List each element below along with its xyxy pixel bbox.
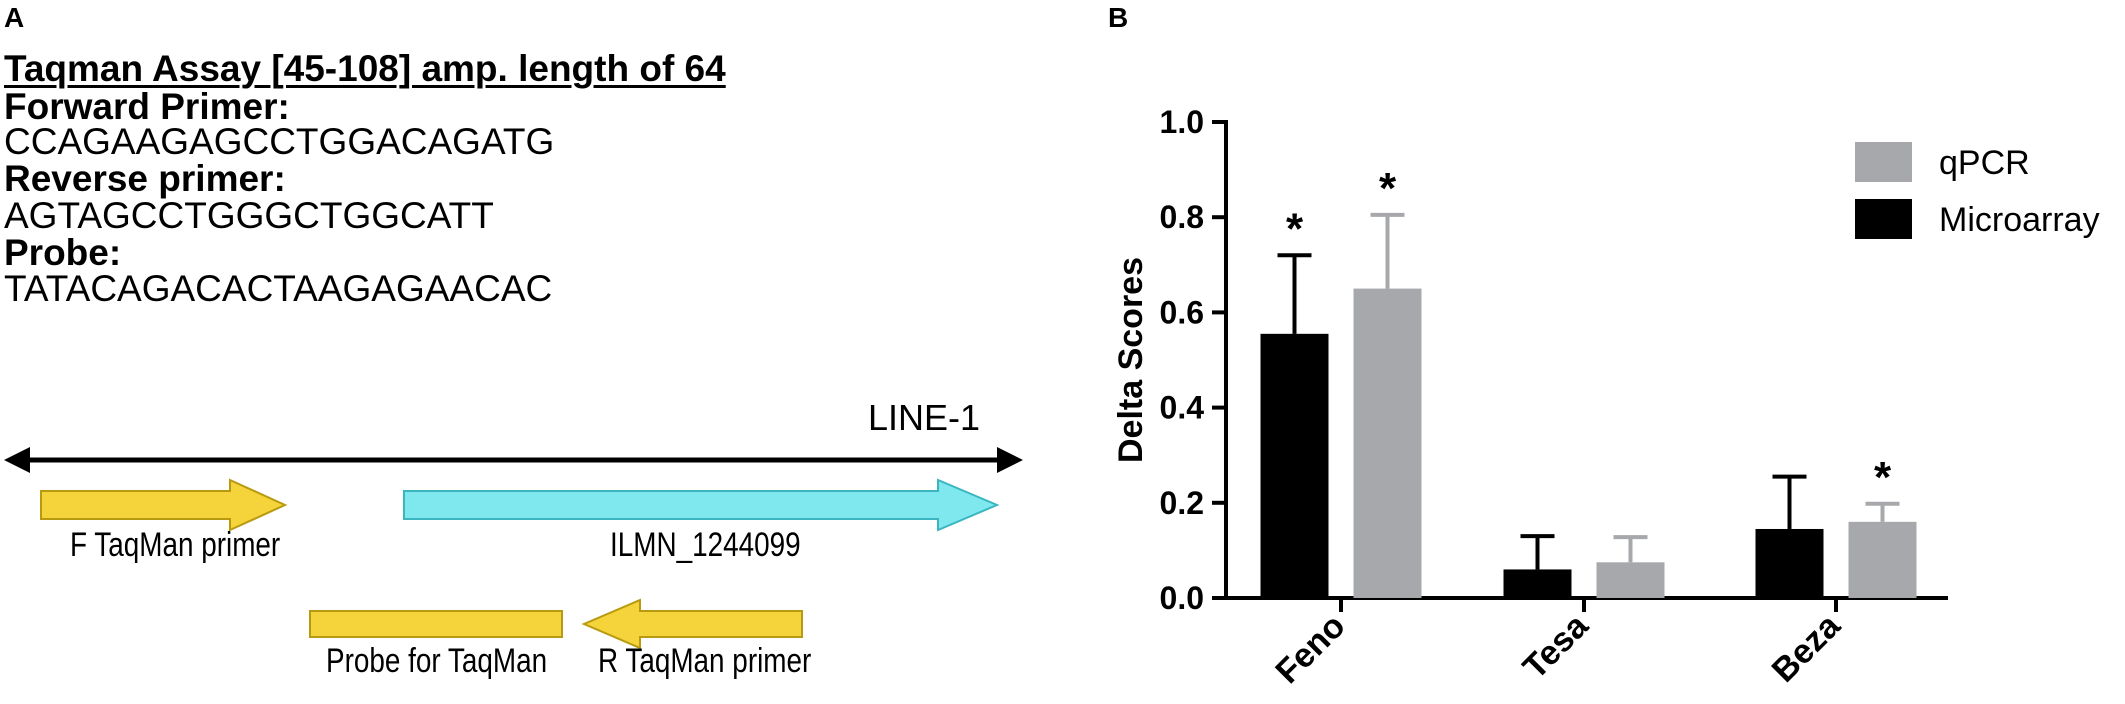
y-tick-label: 0.4	[1160, 390, 1205, 426]
significance-star: *	[1874, 453, 1892, 502]
line1-diagram: LINE-1	[4, 397, 1023, 650]
ilmn-label: ILMN_1244099	[610, 526, 801, 564]
panel-a-letter: A	[4, 2, 25, 33]
probe-sequence: TATACAGACACTAAGAGAACAC	[4, 268, 553, 309]
panel-b-letter: B	[1108, 2, 1129, 33]
f-primer-arrow	[40, 478, 288, 532]
forward-primer-sequence: CCAGAAGAGCCTGGACAGATG	[4, 121, 555, 162]
probe-box	[309, 610, 563, 638]
x-tick-label-beza: Beza	[1765, 606, 1849, 690]
y-tick-label: 1.0	[1160, 104, 1204, 140]
legend-swatch-microarray	[1855, 199, 1912, 239]
y-tick-label: 0.6	[1160, 294, 1204, 330]
bar-microarray-beza	[1755, 528, 1824, 598]
significance-star: *	[1379, 164, 1397, 213]
x-tick-label-tesa: Tesa	[1516, 606, 1597, 687]
forward-primer-label: Forward Primer:	[4, 86, 290, 127]
legend-swatch-qpcr	[1855, 142, 1912, 182]
legend-label-microarray: Microarray	[1939, 201, 2100, 239]
bar-qpcr-tesa	[1596, 562, 1665, 598]
delta-scores-chart: 0.0 0.2 0.4 0.6 0.8 1.0 Delta Scores * * Feno Tesa…	[1112, 104, 2100, 691]
significance-star: *	[1286, 204, 1304, 253]
y-tick-label: 0.8	[1160, 199, 1204, 235]
bar-microarray-tesa	[1503, 569, 1572, 598]
legend-label-qpcr: qPCR	[1939, 144, 2030, 182]
y-tick-label: 0.2	[1160, 485, 1204, 521]
line1-double-arrow	[4, 447, 1023, 473]
r-primer-label: R TaqMan primer	[598, 642, 812, 680]
y-axis-label: Delta Scores	[1112, 257, 1150, 463]
f-primer-label: F TaqMan primer	[70, 526, 281, 564]
reverse-primer-sequence: AGTAGCCTGGGCTGGCATT	[4, 195, 494, 236]
probe-box-label: Probe for TaqMan	[326, 642, 548, 680]
y-tick-label: 0.0	[1160, 580, 1204, 616]
reverse-primer-label: Reverse primer:	[4, 158, 286, 199]
probe-label: Probe:	[4, 232, 122, 273]
bar-microarray-feno	[1260, 333, 1329, 598]
ilmn-arrow	[403, 478, 1000, 532]
r-primer-arrow	[581, 598, 803, 650]
bar-qpcr-feno	[1353, 288, 1422, 598]
x-tick-label-feno: Feno	[1268, 607, 1352, 691]
bar-qpcr-beza	[1848, 521, 1917, 598]
line1-label: LINE-1	[868, 397, 980, 438]
assay-title: Taqman Assay [45-108] amp. length of 64	[4, 48, 726, 89]
